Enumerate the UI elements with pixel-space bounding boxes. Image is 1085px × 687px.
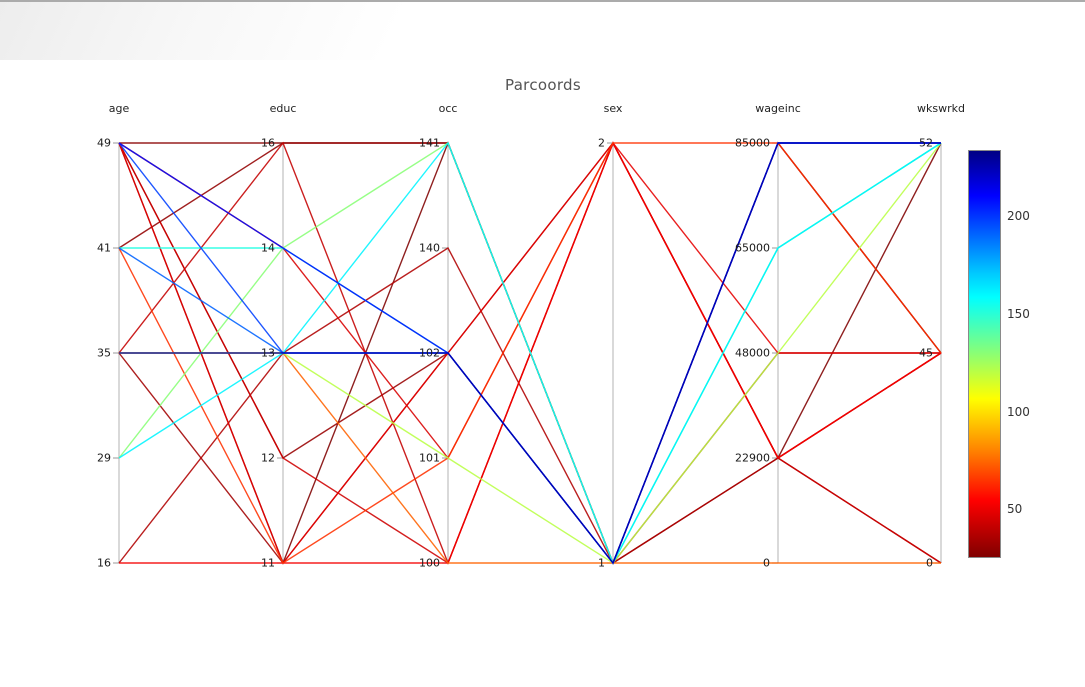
- tick-label-wkswrkd-0: 0: [926, 556, 933, 570]
- tick-label-wkswrkd-52: 52: [919, 136, 933, 150]
- colorbar-tick-label-100: 100: [1007, 404, 1030, 419]
- axis-title-wageinc: wageinc: [755, 102, 801, 115]
- tick-label-occ-101: 101: [419, 451, 440, 465]
- tick-label-educ-13: 13: [261, 346, 275, 360]
- colorbar-tick-label-150: 150: [1007, 306, 1030, 321]
- colorbar-gradient: [968, 150, 1001, 558]
- tick-label-occ-100: 100: [419, 556, 440, 570]
- chart-title: Parcoords: [505, 76, 581, 94]
- axis-title-occ: occ: [438, 102, 458, 115]
- data-line[interactable]: [118, 142, 942, 565]
- tick-label-age-49: 49: [97, 136, 111, 150]
- tick-label-wageinc-0: 0: [763, 556, 770, 570]
- tick-label-occ-140: 140: [419, 241, 440, 255]
- tick-label-wageinc-65000: 65000: [735, 241, 770, 255]
- tick-label-educ-16: 16: [261, 136, 275, 150]
- tick-label-wageinc-85000: 85000: [735, 136, 770, 150]
- axis-title-wkswrkd: wkswrkd: [917, 102, 965, 115]
- axis-title-age: age: [108, 102, 130, 115]
- tick-label-sex-2: 2: [598, 136, 605, 150]
- tick-label-occ-102: 102: [419, 346, 440, 360]
- tick-label-age-41: 41: [97, 241, 111, 255]
- tick-label-sex-1: 1: [598, 556, 605, 570]
- tick-label-occ-141: 141: [419, 136, 440, 150]
- axis-title-educ: educ: [269, 102, 297, 115]
- data-line[interactable]: [118, 247, 942, 564]
- data-line[interactable]: [118, 141, 942, 565]
- tick-label-educ-14: 14: [261, 241, 275, 255]
- data-line[interactable]: [119, 142, 941, 565]
- colorbar-tick-label-50: 50: [1007, 502, 1023, 517]
- tick-label-age-29: 29: [97, 451, 111, 465]
- colorbar-tick-label-200: 200: [1007, 209, 1030, 224]
- data-line[interactable]: [118, 141, 941, 565]
- tick-label-wkswrkd-45: 45: [919, 346, 933, 360]
- tick-label-educ-12: 12: [261, 451, 275, 465]
- axis-title-sex: sex: [603, 102, 623, 115]
- tick-label-age-35: 35: [97, 346, 111, 360]
- tick-label-wageinc-22900: 22900: [735, 451, 770, 465]
- tick-label-wageinc-48000: 48000: [735, 346, 770, 360]
- window-top-border: [0, 0, 1085, 2]
- tick-label-educ-11: 11: [261, 556, 275, 570]
- tick-label-age-16: 16: [97, 556, 111, 570]
